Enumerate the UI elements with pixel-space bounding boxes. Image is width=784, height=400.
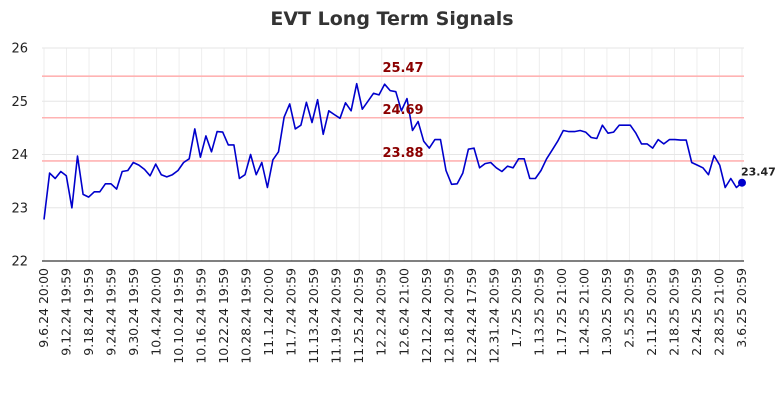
x-tick-label: 2.18.25 20:59: [666, 268, 681, 356]
x-tick-label: 2.11.25 20:59: [644, 268, 659, 356]
x-tick-label: 2.5.25 20:59: [621, 268, 636, 348]
x-tick-label: 1.7.25 20:59: [509, 268, 524, 348]
chart-title: EVT Long Term Signals: [270, 8, 513, 30]
x-tick-label: 9.18.24 19:59: [81, 268, 96, 356]
x-tick-label: 12.31.24 20:59: [486, 268, 501, 364]
x-tick-label: 2.28.25 21:00: [711, 268, 726, 356]
x-axis-tick-labels: 9.6.24 20:00 9.12.24 19:59 9.18.24 19:59 9.…: [36, 268, 749, 364]
last-value-point: [738, 178, 746, 187]
x-tick-label: 3.6.25 20:59: [734, 268, 749, 348]
x-tick-label: 9.24.24 19:59: [104, 268, 119, 356]
y-axis-tick-labels: 22 23 24 25 26: [11, 42, 28, 270]
y-tick-label: 25: [11, 95, 28, 110]
x-tick-label: 1.24.25 21:00: [576, 268, 591, 356]
horizontal-grid: [42, 47, 744, 209]
x-tick-label: 9.6.24 20:00: [36, 268, 51, 348]
y-tick-label: 22: [11, 255, 28, 270]
x-tick-label: 10.10.24 19:59: [171, 268, 186, 364]
reference-line-labels: 25.47 24.69 23.88: [382, 61, 423, 161]
x-tick-label: 12.24.24 17:59: [464, 268, 479, 364]
reference-line-label: 24.69: [382, 103, 423, 118]
x-tick-label: 10.22.24 19:59: [216, 268, 231, 364]
x-tick-label: 10.4.24 20:00: [149, 268, 164, 356]
x-tick-label: 11.25.24 20:59: [351, 268, 366, 364]
last-value-label: 23.47: [741, 166, 776, 179]
x-tick-label: 12.18.24 20:59: [441, 268, 456, 364]
y-tick-label: 23: [11, 201, 28, 216]
x-tick-label: 10.28.24 19:59: [239, 268, 254, 364]
x-tick-label: 9.12.24 19:59: [59, 268, 74, 356]
x-tick-label: 11.1.24 20:00: [261, 268, 276, 356]
x-tick-label: 10.16.24 19:59: [194, 268, 209, 364]
x-tick-label: 12.6.24 21:00: [396, 268, 411, 356]
x-tick-label: 12.12.24 20:59: [419, 268, 434, 364]
series-line: [43, 82, 743, 220]
x-tick-label: 2.24.25 20:59: [689, 268, 704, 356]
reference-line-label: 23.88: [382, 146, 423, 161]
y-tick-label: 26: [11, 42, 28, 57]
x-tick-label: 12.2.24 20:59: [374, 268, 389, 356]
x-tick-label: 11.13.24 20:59: [306, 268, 321, 364]
x-tick-label: 11.7.24 20:59: [284, 268, 299, 356]
x-tick-label: 9.30.24 19:59: [126, 268, 141, 356]
y-tick-label: 24: [11, 148, 28, 163]
reference-lines: [42, 75, 744, 162]
x-tick-label: 1.17.25 21:00: [554, 268, 569, 356]
x-tick-label: 1.13.25 20:59: [531, 268, 546, 356]
x-tick-label: 11.19.24 20:59: [329, 268, 344, 364]
x-tick-label: 1.30.25 20:59: [599, 268, 614, 356]
reference-line-label: 25.47: [382, 61, 423, 76]
